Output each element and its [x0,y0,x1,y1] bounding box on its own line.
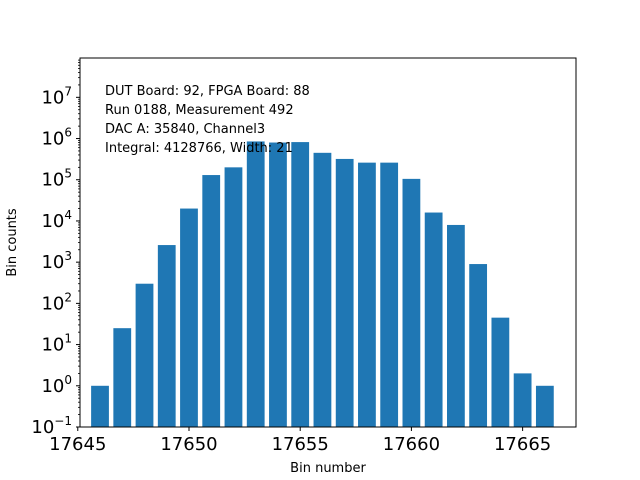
bar [313,152,332,427]
bar [291,142,310,427]
x-tick-label: 17650 [160,434,217,455]
bar [513,373,532,427]
x-tick-label: 17665 [494,434,551,455]
y-tick-label: 101 [41,332,72,356]
x-axis-title: Bin number [290,461,366,476]
bar [358,162,376,427]
y-axis-title: Bin counts [5,208,20,277]
x-axis-ticks: 17645 17650 17655 17660 17665 [49,427,551,455]
x-tick-label: 17655 [272,434,329,455]
bar [469,264,488,427]
y-axis-ticks: 10−1 100 101 102 103 104 105 106 107 [31,59,80,438]
annotation-line: Run 0188, Measurement 492 [105,103,294,118]
run-info-annotation: DUT Board: 92, FPGA Board: 88 Run 0188, M… [105,84,310,156]
y-tick-label: 103 [41,249,72,273]
bar [491,317,510,427]
bar [157,245,176,427]
bar [269,142,287,427]
bar-series [91,141,554,427]
bar [535,385,554,427]
y-tick-label: 104 [41,208,72,232]
bar [180,208,198,427]
bar [380,162,399,427]
bar [447,224,465,427]
bar [113,328,132,427]
y-tick-label: 105 [41,167,72,191]
bar [224,167,243,427]
bar [202,175,221,427]
annotation-line: DUT Board: 92, FPGA Board: 88 [105,84,310,99]
y-tick-label: 10−1 [31,414,72,438]
annotation-line: Integral: 4128766, Width: 21 [105,141,293,156]
bar [91,385,109,427]
bar [246,141,265,427]
x-tick-label: 17660 [383,434,440,455]
y-tick-label: 102 [41,290,72,314]
annotation-line: DAC A: 35840, Channel3 [105,122,265,137]
y-tick-label: 106 [41,126,72,150]
bar [424,212,443,427]
y-tick-label: 107 [41,84,72,108]
y-tick-label: 100 [41,373,72,397]
bar [135,283,154,427]
bar [402,178,421,427]
bar [335,158,354,427]
x-tick-label: 17645 [49,434,106,455]
